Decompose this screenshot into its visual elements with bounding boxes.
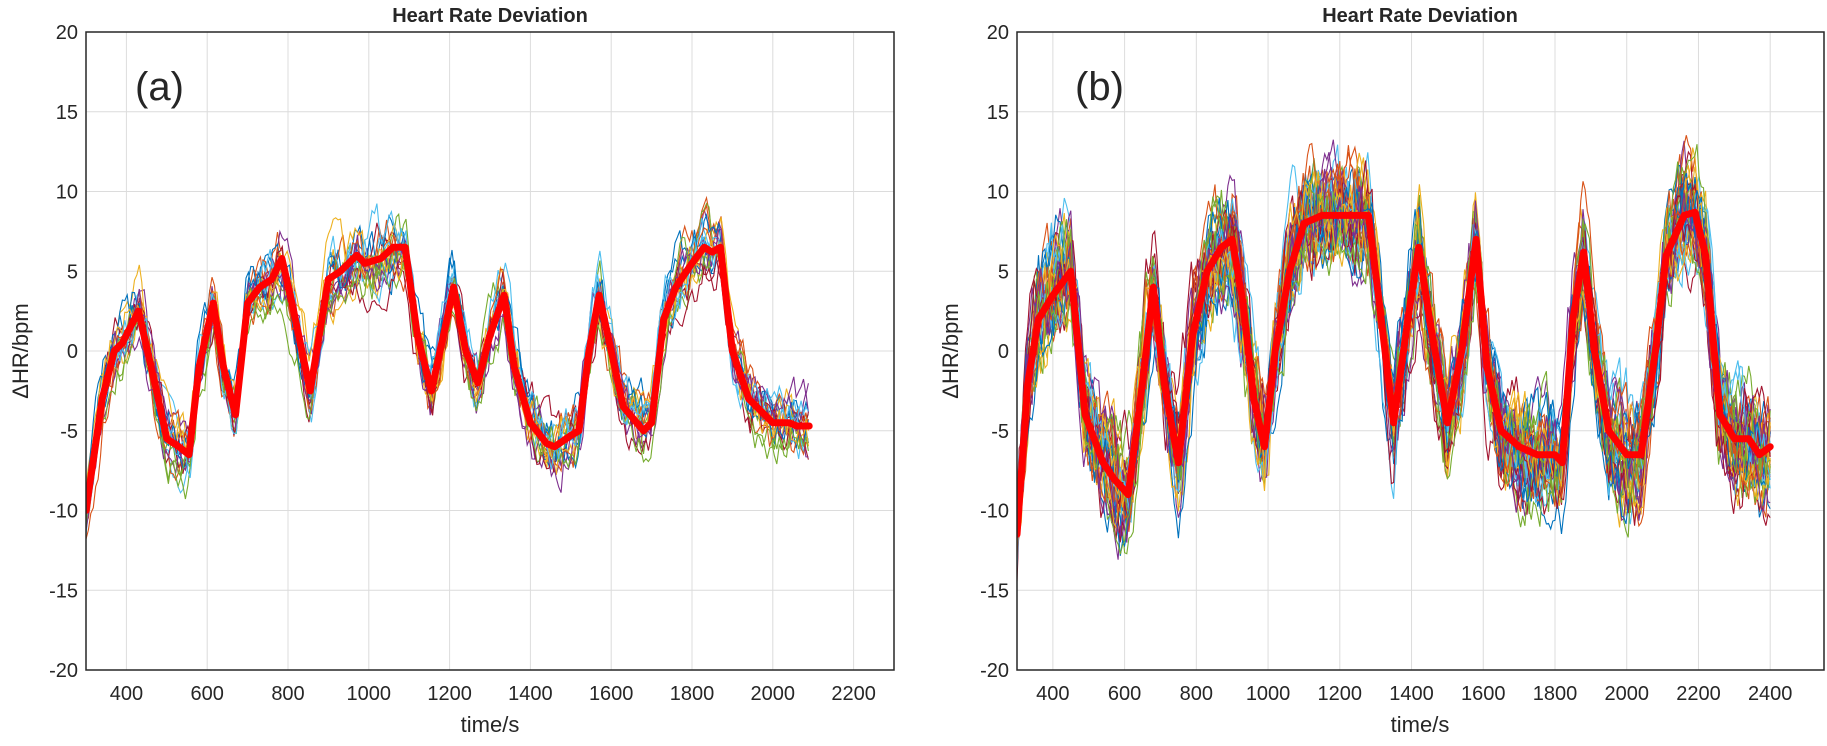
y-tick-label: -5 bbox=[991, 421, 1009, 443]
y-tick-label: 10 bbox=[56, 182, 78, 204]
y-tick-label: -20 bbox=[49, 660, 78, 682]
y-tick-label: -20 bbox=[980, 660, 1009, 682]
y-axis-label: ΔHR/bpm bbox=[8, 303, 33, 398]
y-tick-label: 20 bbox=[987, 22, 1009, 44]
x-tick-label: 600 bbox=[191, 683, 224, 705]
y-tick-label: 10 bbox=[987, 182, 1009, 204]
y-tick-label: -15 bbox=[980, 580, 1009, 602]
x-tick-label: 1800 bbox=[670, 683, 715, 705]
y-axis-label: ΔHR/bpm bbox=[938, 303, 963, 398]
panel-a: time/s ΔHR/bpm 400 600 800 1000 1200 1400 1600… bbox=[8, 5, 894, 737]
x-tick-label: 2200 bbox=[1676, 683, 1721, 705]
x-tick-label: 1800 bbox=[1533, 683, 1578, 705]
x-axis-label: time/s bbox=[1391, 712, 1450, 737]
panel-b: time/s ΔHR/bpm 400 600 800 1000 1200 1400 1600… bbox=[938, 5, 1824, 737]
y-tick-label: 20 bbox=[56, 22, 78, 44]
y-tick-label: -10 bbox=[49, 501, 78, 523]
x-tick-label: 2200 bbox=[831, 683, 876, 705]
chart-title: Heart Rate Deviation bbox=[1322, 5, 1518, 27]
x-axis-label: time/s bbox=[461, 712, 520, 737]
panel-label: (a) bbox=[135, 65, 184, 109]
y-tick-label: -10 bbox=[980, 501, 1009, 523]
x-tick-label: 1000 bbox=[347, 683, 392, 705]
y-tick-label: 0 bbox=[998, 341, 1009, 363]
panel-label: (b) bbox=[1075, 65, 1124, 109]
x-tick-label: 1400 bbox=[508, 683, 553, 705]
x-tick-label: 1000 bbox=[1246, 683, 1291, 705]
x-tick-label: 2000 bbox=[751, 683, 796, 705]
y-tick-label: 15 bbox=[987, 102, 1009, 124]
chart-title: Heart Rate Deviation bbox=[392, 5, 588, 27]
x-tick-label: 400 bbox=[1036, 683, 1069, 705]
x-tick-label: 800 bbox=[1180, 683, 1213, 705]
x-tick-label: 800 bbox=[271, 683, 304, 705]
y-tick-label: 15 bbox=[56, 102, 78, 124]
y-tick-label: 5 bbox=[998, 261, 1009, 283]
x-tick-label: 400 bbox=[110, 683, 143, 705]
x-tick-label: 1600 bbox=[589, 683, 634, 705]
x-tick-label: 2000 bbox=[1604, 683, 1649, 705]
y-tick-label: 0 bbox=[67, 341, 78, 363]
x-tick-label: 2400 bbox=[1748, 683, 1793, 705]
x-tick-label: 1600 bbox=[1461, 683, 1506, 705]
y-tick-label: -5 bbox=[60, 421, 78, 443]
x-tick-label: 1400 bbox=[1389, 683, 1434, 705]
y-tick-label: 5 bbox=[67, 261, 78, 283]
x-tick-label: 1200 bbox=[427, 683, 472, 705]
y-tick-label: -15 bbox=[49, 580, 78, 602]
x-tick-label: 600 bbox=[1108, 683, 1141, 705]
x-tick-label: 1200 bbox=[1318, 683, 1363, 705]
